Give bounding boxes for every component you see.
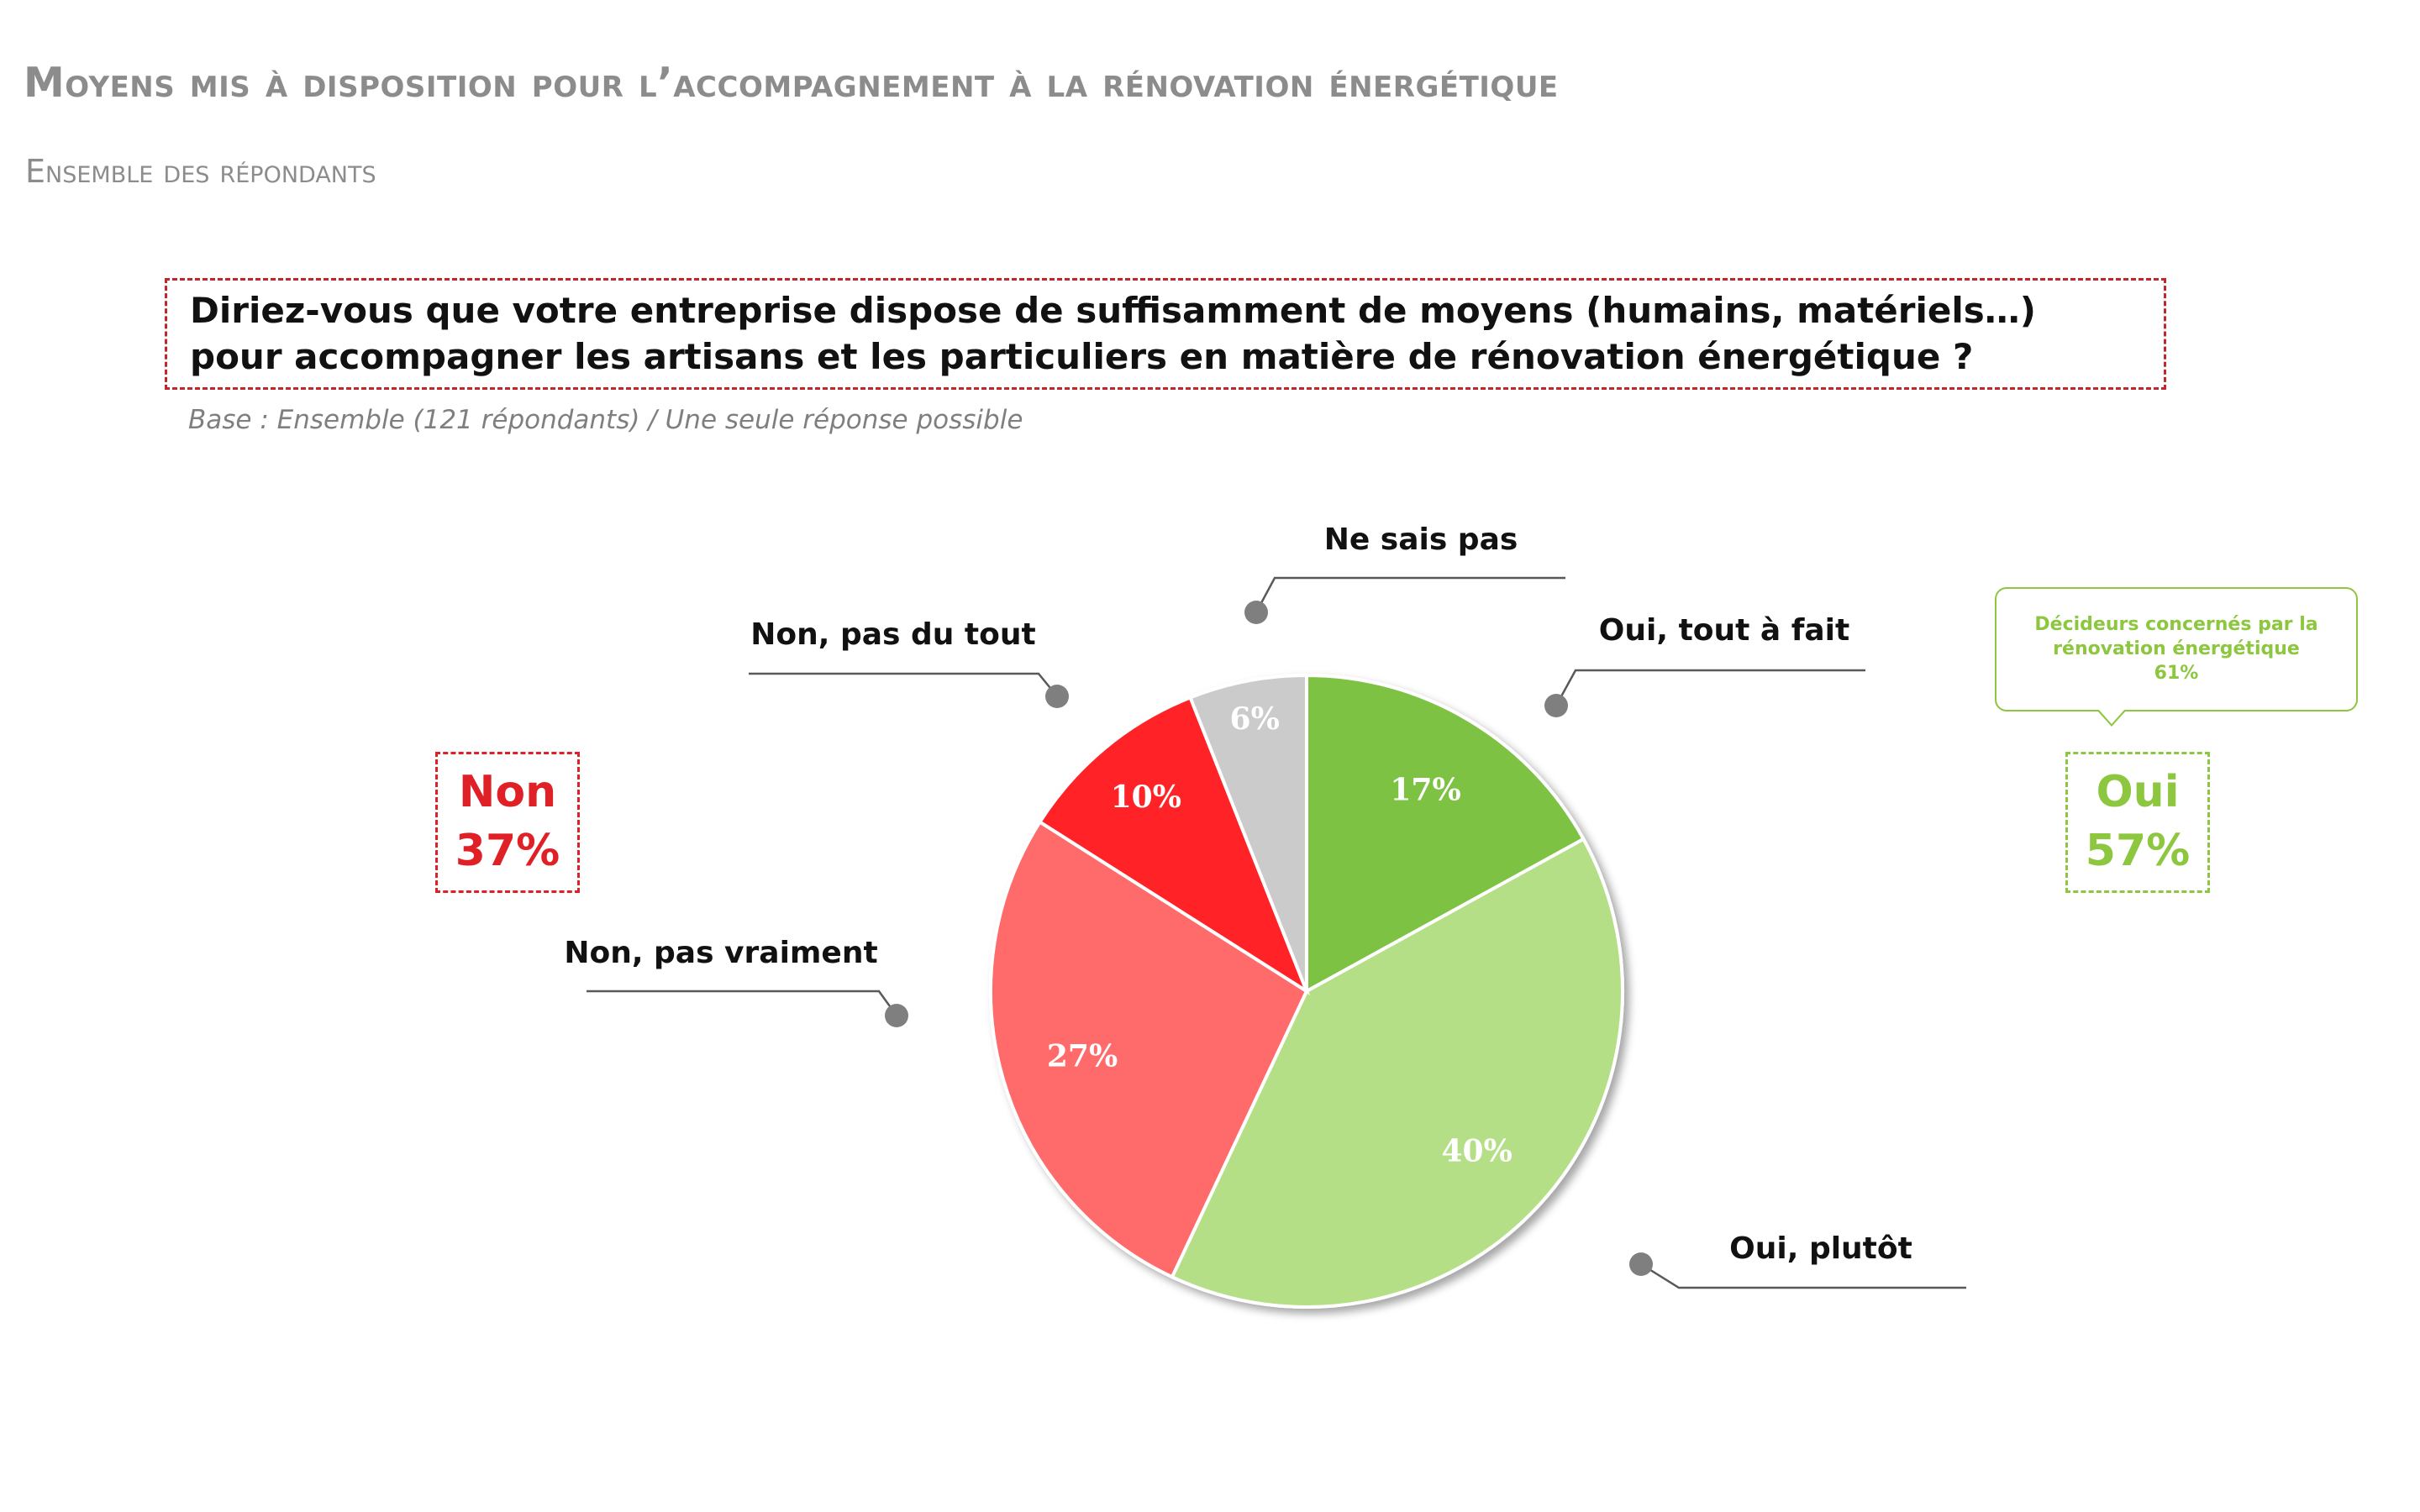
callout-line-oui-plutot xyxy=(1640,1263,1966,1289)
callout-line-ne-sais-pas xyxy=(1255,576,1565,613)
pie-group xyxy=(989,673,1624,1309)
callout-dot-oui-plutot xyxy=(1629,1252,1653,1276)
bubble-line-2: rénovation énergétique xyxy=(2053,638,2300,659)
callout-line-non-pas-du-tout xyxy=(749,672,1058,697)
pie-slice-oui-tout-a-fait xyxy=(1305,673,1586,995)
summary-non-label: Non xyxy=(458,767,557,817)
slice-value-label-ne-sais-pas: 6% xyxy=(1230,701,1280,737)
callout-dot-non-pas-du-tout xyxy=(1045,685,1069,708)
callout-line-non-pas-vraiment xyxy=(587,990,898,1016)
pie-slice-non-pas-vraiment xyxy=(989,819,1309,1279)
summary-oui-value: 57% xyxy=(2085,826,2191,876)
question-box xyxy=(165,278,2166,390)
callout-dot-non-pas-vraiment xyxy=(885,1004,908,1027)
callout-label-ne-sais-pas: Ne sais pas xyxy=(1324,522,1518,557)
question-text: Diriez-vous que votre entreprise dispose… xyxy=(190,290,2036,377)
summary-oui-box: Oui 57% xyxy=(2065,752,2210,893)
callout-label-non-pas-du-tout: Non, pas du tout xyxy=(750,617,1035,652)
callout-group: Oui, tout à fait Oui, plutôt Non, pas vrai… xyxy=(564,522,1966,1289)
callout-dot-oui-tout-a-fait xyxy=(1544,694,1568,717)
summary-non-box: Non 37% xyxy=(435,752,580,893)
slice-value-label-oui-tout-a-fait: 17% xyxy=(1390,773,1460,808)
bubble-line-1: Décideurs concernés par la xyxy=(2034,614,2318,635)
pie-slice-ne-sais-pas xyxy=(1187,673,1308,992)
bubble-line-3: 61% xyxy=(2154,663,2199,684)
bubble-tail-inner xyxy=(2098,709,2125,724)
decideurs-bubble: Décideurs concernés par la rénovation én… xyxy=(1995,587,2358,711)
callout-dot-ne-sais-pas xyxy=(1244,601,1268,624)
slice-value-label-non-pas-vraiment: 27% xyxy=(1047,1039,1118,1074)
callout-label-oui-tout-a-fait: Oui, tout à fait xyxy=(1599,613,1849,648)
summary-non-value: 37% xyxy=(455,826,560,876)
slice-value-label-oui-plutot: 40% xyxy=(1441,1133,1512,1168)
callout-label-non-pas-vraiment: Non, pas vraiment xyxy=(564,936,877,970)
base-note: Base : Ensemble (121 répondants) / Une s… xyxy=(188,405,1023,435)
pie-slice-non-pas-du-tout xyxy=(1037,695,1311,995)
page-subtitle: Ensemble des répondants xyxy=(25,153,376,190)
page-title: Moyens mis à disposition pour l’accompag… xyxy=(24,59,1559,107)
slice-value-label-non-pas-du-tout: 10% xyxy=(1111,780,1181,815)
slice-label-group: 17% 40% 27% 10% 6% xyxy=(1047,701,1512,1168)
pie-slice-oui-plutot xyxy=(1170,837,1624,1309)
summary-oui-label: Oui xyxy=(2096,767,2180,817)
callout-line-oui-tout-a-fait xyxy=(1555,669,1865,706)
callout-label-oui-plutot: Oui, plutôt xyxy=(1729,1231,1912,1266)
